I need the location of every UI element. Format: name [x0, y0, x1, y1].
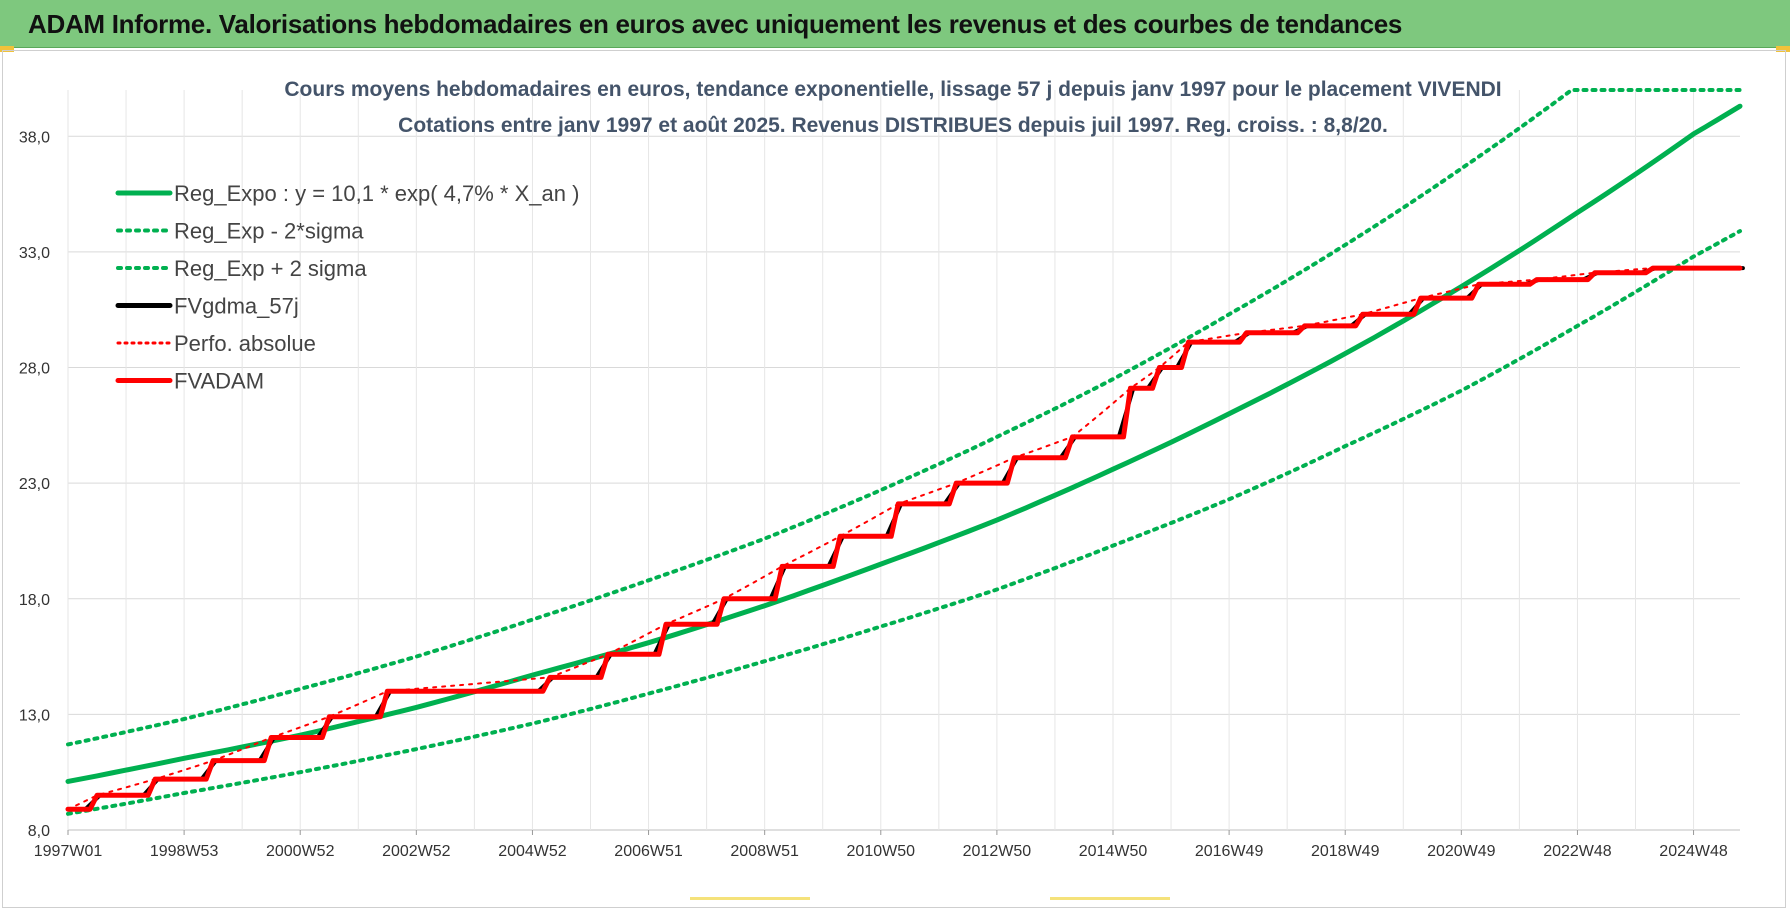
y-tick-label: 33,0 [19, 245, 50, 262]
x-tick-label: 2002W52 [382, 843, 451, 860]
legend-entry: Perfo. absolue [174, 331, 316, 356]
legend-entry: FVgdma_57j [174, 294, 299, 319]
x-tick-label: 2018W49 [1311, 843, 1380, 860]
corner-marker-left [0, 46, 14, 52]
chart-legend: Reg_Expo : y = 10,1 * exp( 4,7% * X_an )… [115, 181, 579, 394]
x-tick-label: 2024W48 [1659, 843, 1728, 860]
series-line [66, 88, 1742, 747]
series-line [65, 103, 1743, 784]
y-tick-label: 13,0 [19, 707, 50, 724]
x-tick-label: 2000W52 [266, 843, 335, 860]
chart-title: Cours moyens hebdomadaires en euros, ten… [284, 78, 1501, 101]
x-axis-ticks: 1997W01 1998W53 2000W52 2002W52 2004W52 2006W… [34, 830, 1728, 860]
series-line [66, 266, 1745, 812]
bottom-marker-1 [690, 897, 810, 900]
x-tick-label: 1998W53 [150, 843, 219, 860]
x-tick-label: 2006W51 [614, 843, 683, 860]
legend-entry: Reg_Expo : y = 10,1 * exp( 4,7% * X_an ) [174, 181, 579, 206]
legend-entry: Reg_Exp - 2*sigma [174, 219, 364, 244]
x-tick-label: 2010W50 [847, 843, 916, 860]
legend-entry: FVADAM [174, 369, 264, 394]
series-line [65, 265, 1743, 812]
x-tick-label: 2014W50 [1079, 843, 1148, 860]
banner-title: ADAM Informe. Valorisations hebdomadaire… [28, 9, 1403, 39]
chart-frame [2, 50, 1786, 908]
x-tick-label: 2012W50 [963, 843, 1032, 860]
y-tick-label: 23,0 [19, 476, 50, 493]
chart-grid [67, 90, 1740, 831]
x-tick-label: 2008W51 [730, 843, 799, 860]
x-tick-label: 2016W49 [1195, 843, 1264, 860]
legend-entry: Reg_Exp + 2 sigma [174, 256, 367, 281]
page-banner: ADAM Informe. Valorisations hebdomadaire… [0, 0, 1790, 48]
series-line [67, 267, 1741, 811]
y-tick-label: 18,0 [19, 592, 50, 609]
y-axis-ticks: 8,0 13,0 18,0 23,0 28,0 33,0 38,0 [19, 129, 50, 840]
corner-marker-right [1776, 46, 1790, 52]
chart-subtitle: Cotations entre janv 1997 et août 2025. … [398, 114, 1388, 137]
x-tick-label: 1997W01 [34, 843, 103, 860]
x-tick-label: 2004W52 [498, 843, 567, 860]
bottom-marker-2 [1050, 897, 1170, 900]
series-line [66, 229, 1742, 816]
x-tick-label: 2020W49 [1427, 843, 1496, 860]
y-tick-label: 8,0 [28, 823, 50, 840]
x-tick-label: 2022W48 [1543, 843, 1612, 860]
chart-series [65, 88, 1745, 816]
y-tick-label: 38,0 [19, 129, 50, 146]
y-tick-label: 28,0 [19, 361, 50, 378]
